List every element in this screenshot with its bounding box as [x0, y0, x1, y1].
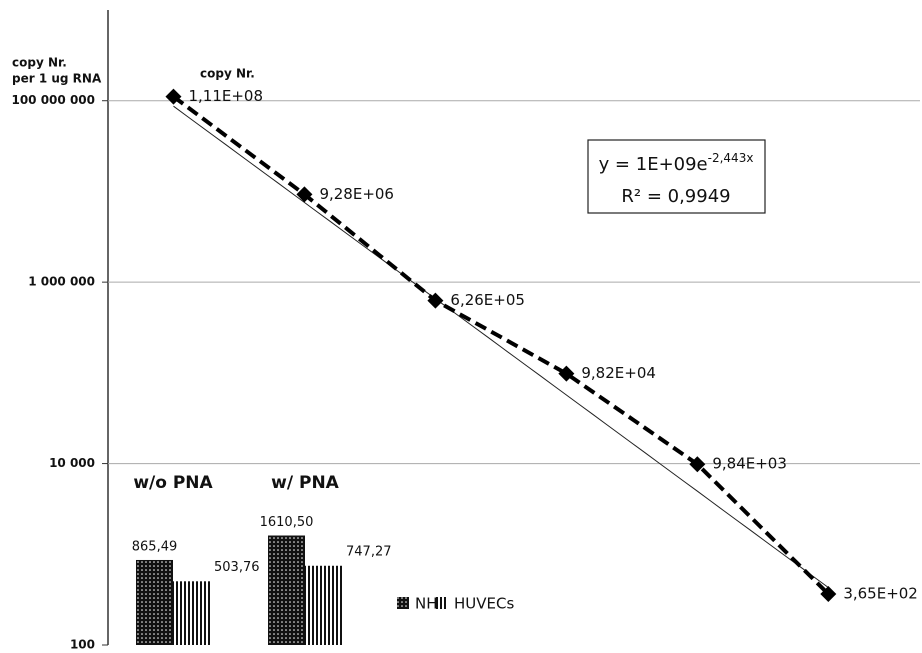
- marker: [296, 186, 313, 203]
- data-label: 1610,50: [260, 515, 314, 530]
- data-label: 1,11E+08: [188, 87, 263, 105]
- data-label: 9,28E+06: [319, 185, 394, 203]
- y-tick-label: 100: [70, 638, 95, 652]
- annotation: copy Nr.: [200, 67, 255, 81]
- data-label: 9,82E+04: [581, 364, 656, 382]
- category-label: w/o PNA: [133, 473, 213, 493]
- y-tick-label: 10 000: [49, 456, 95, 470]
- y-tick-label: 100 000 000: [11, 93, 95, 107]
- equation: y = 1E+09e-2,443x: [599, 151, 754, 176]
- data-label: 865,49: [132, 539, 178, 554]
- y-tick-label: 1 000 000: [28, 275, 95, 289]
- data-line: [172, 95, 830, 596]
- trendline: [173, 105, 829, 588]
- bar: [136, 559, 173, 645]
- y-axis-label: copy Nr.: [12, 56, 67, 70]
- bar: [305, 565, 342, 645]
- marker: [427, 292, 444, 309]
- data-label: 9,84E+03: [712, 455, 787, 473]
- y-axis-label: per 1 ug RNA: [12, 72, 102, 86]
- legend-label: HUVECs: [454, 595, 514, 613]
- legend-swatch: [397, 597, 409, 609]
- bar: [268, 535, 305, 645]
- r-squared: R² = 0,9949: [621, 186, 730, 207]
- data-label: 503,76: [214, 560, 260, 575]
- bar: [173, 581, 210, 645]
- marker: [165, 88, 182, 105]
- legend-swatch: [436, 597, 448, 609]
- equation-exponent: -2,443x: [708, 151, 754, 165]
- marker: [558, 365, 575, 382]
- data-label: 6,26E+05: [450, 291, 525, 309]
- marker: [689, 456, 706, 473]
- equation-box: [587, 139, 766, 214]
- data-label: 3,65E+02: [843, 584, 918, 602]
- category-label: w/ PNA: [271, 473, 340, 493]
- equation-base: y = 1E+09e: [599, 154, 708, 175]
- marker: [820, 585, 837, 602]
- data-label: 747,27: [346, 544, 392, 559]
